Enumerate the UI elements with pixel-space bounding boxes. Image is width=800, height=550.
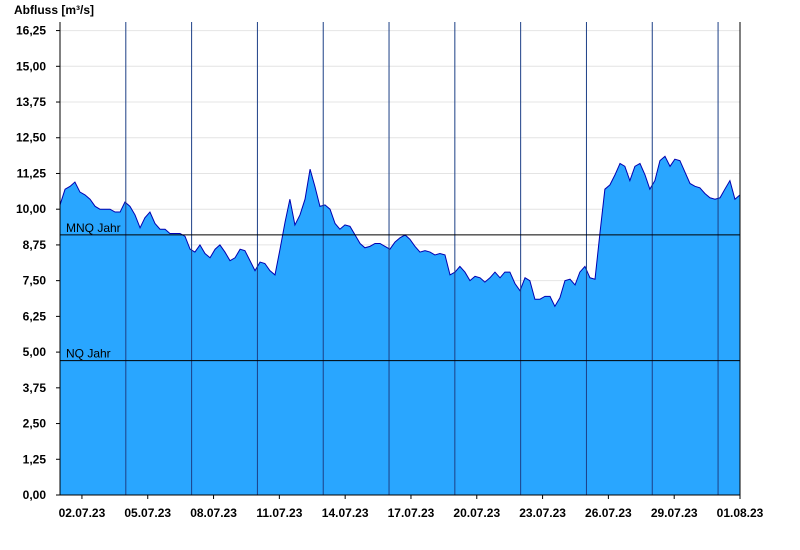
x-tick-label: 02.07.23 [59, 506, 106, 520]
y-tick-label: 7,50 [23, 274, 47, 288]
y-tick-label: 10,00 [16, 202, 46, 216]
y-tick-label: 5,00 [23, 345, 47, 359]
y-tick-label: 3,75 [23, 381, 47, 395]
y-tick-label: 12,50 [16, 131, 46, 145]
reference-label: MNQ Jahr [66, 221, 121, 235]
x-tick-label: 05.07.23 [124, 506, 171, 520]
x-tick-label: 23.07.23 [519, 506, 566, 520]
x-tick-label: 17.07.23 [388, 506, 435, 520]
y-tick-label: 2,50 [23, 417, 47, 431]
y-tick-label: 11,25 [17, 166, 47, 180]
x-tick-label: 20.07.23 [453, 506, 500, 520]
area [60, 156, 740, 495]
x-tick-label: 26.07.23 [585, 506, 632, 520]
area-line [59, 155, 741, 308]
y-tick-label: 6,25 [23, 309, 47, 323]
x-tick-label: 11.07.23 [256, 506, 302, 520]
x-tick-label: 01.08.23 [717, 506, 764, 520]
y-tick-label: 0,00 [23, 488, 47, 502]
y-tick-label: 15,00 [16, 59, 46, 73]
y-tick-label: 16,25 [16, 24, 46, 38]
x-tick-label: 14.07.23 [322, 506, 369, 520]
y-tick-label: 13,75 [16, 95, 46, 109]
x-tick-label: 08.07.23 [190, 506, 237, 520]
y-axis-label: Abfluss [m³/s] [14, 3, 94, 17]
y-tick-label: 1,25 [23, 452, 47, 466]
x-tick-label: 29.07.23 [651, 506, 698, 520]
y-tick-label: 8,75 [23, 238, 47, 252]
reference-label: NQ Jahr [66, 347, 111, 361]
